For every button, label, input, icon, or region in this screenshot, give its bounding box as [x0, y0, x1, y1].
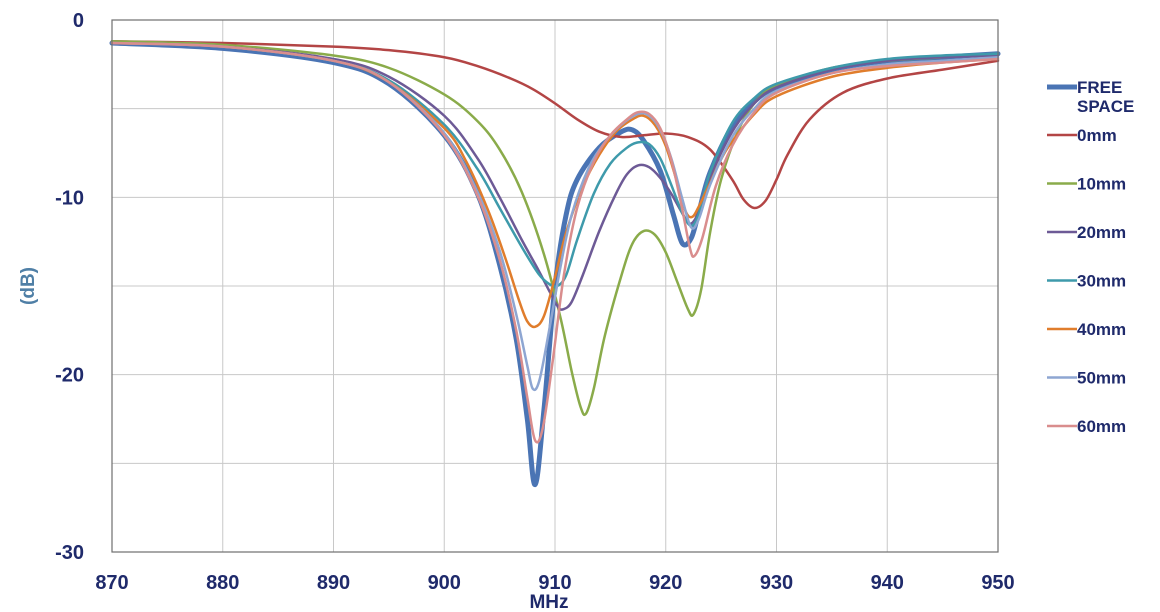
x-tick-label-870: 870: [95, 572, 128, 594]
x-tick-label-920: 920: [649, 572, 682, 594]
legend-label-20mm: 20mm: [1077, 223, 1126, 242]
legend-entry-free-space: FREE SPACE: [1047, 78, 1134, 116]
legend-label-10mm: 10mm: [1077, 175, 1126, 194]
x-tick-label-910: 910: [538, 572, 571, 594]
series-line-60mm: [110, 41, 1000, 444]
legend: FREE SPACE 0mm 10mm 20mm 30mm 40mm 50mm 60mm: [1047, 78, 1134, 436]
legend-entry-20mm: 20mm: [1047, 223, 1126, 242]
legend-entry-10mm: 10mm: [1047, 175, 1126, 194]
legend-label-free-space: FREE SPACE: [1077, 78, 1134, 116]
plot-frame: [111, 19, 999, 553]
legend-label-0mm: 0mm: [1077, 126, 1117, 145]
x-tick-label-900: 900: [428, 572, 461, 594]
y-tick-label--30: -30: [55, 542, 84, 564]
tick-labels: 870 880 890 900 910 920 930 940 950 0 -10 -20 -30: [55, 10, 1015, 594]
legend-entry-0mm: 0mm: [1047, 126, 1117, 145]
x-axis-title: MHz: [529, 592, 568, 612]
x-tick-label-890: 890: [317, 572, 350, 594]
y-tick-label--10: -10: [55, 187, 84, 209]
legend-label-60mm: 60mm: [1077, 417, 1126, 436]
series-line-30mm: [110, 41, 1000, 288]
x-tick-label-930: 930: [760, 572, 793, 594]
legend-label-30mm: 30mm: [1077, 272, 1126, 291]
x-tick-label-950: 950: [981, 572, 1014, 594]
legend-entry-50mm: 50mm: [1047, 369, 1126, 388]
y-tick-label-0: 0: [73, 10, 84, 32]
series-line-20mm: [110, 41, 1000, 311]
legend-label-40mm: 40mm: [1077, 320, 1126, 339]
y-axis-title: (dB): [18, 267, 39, 305]
legend-label-50mm: 50mm: [1077, 369, 1126, 388]
legend-entry-40mm: 40mm: [1047, 320, 1126, 339]
y-tick-label--20: -20: [55, 365, 84, 387]
plot-area: [109, 40, 1001, 488]
legend-entry-60mm: 60mm: [1047, 417, 1126, 436]
series-line-10mm: [110, 40, 1000, 417]
x-tick-label-880: 880: [206, 572, 239, 594]
x-tick-label-940: 940: [871, 572, 904, 594]
legend-entry-30mm: 30mm: [1047, 272, 1126, 291]
